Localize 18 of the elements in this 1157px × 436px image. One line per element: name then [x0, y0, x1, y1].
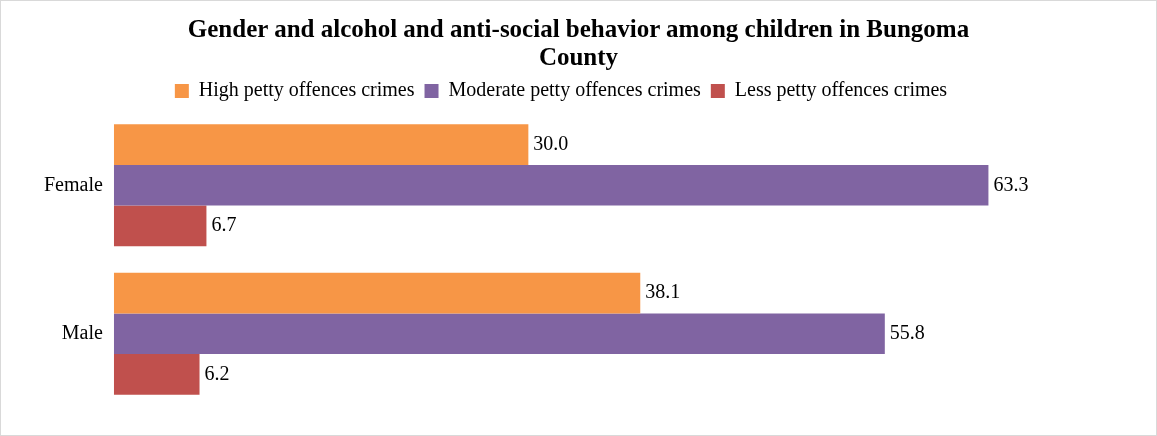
y-tick-label: Female [43, 172, 103, 195]
bar [113, 205, 207, 247]
data-label: 30.0 [533, 131, 569, 154]
legend-label: High petty offences crimes [198, 78, 415, 102]
legend-label: Less petty offences crimes [734, 78, 948, 102]
bar [113, 164, 989, 206]
y-tick-label: Male [61, 321, 103, 343]
data-label: 55.8 [889, 321, 925, 343]
data-label: 6.2 [204, 361, 230, 384]
data-label: 38.1 [645, 280, 681, 303]
bar [113, 124, 529, 165]
data-label: 6.7 [211, 213, 237, 236]
bar [113, 354, 200, 395]
bar [113, 272, 641, 314]
chart-title: Gender and alcohol and anti-social behavior among children in Bungoma County [186, 15, 971, 71]
bar [113, 313, 885, 355]
data-label: 63.3 [993, 172, 1029, 195]
legend-label: Moderate petty offences crimes [448, 78, 702, 102]
